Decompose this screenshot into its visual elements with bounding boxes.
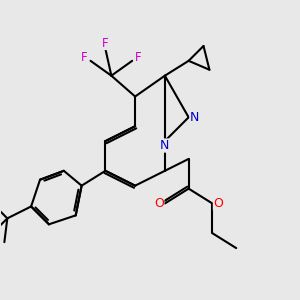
Text: F: F: [102, 37, 109, 50]
Text: N: N: [160, 139, 170, 152]
Text: F: F: [81, 51, 88, 64]
Text: O: O: [213, 197, 223, 210]
Text: O: O: [154, 197, 164, 210]
Text: F: F: [135, 51, 141, 64]
Text: N: N: [190, 111, 199, 124]
